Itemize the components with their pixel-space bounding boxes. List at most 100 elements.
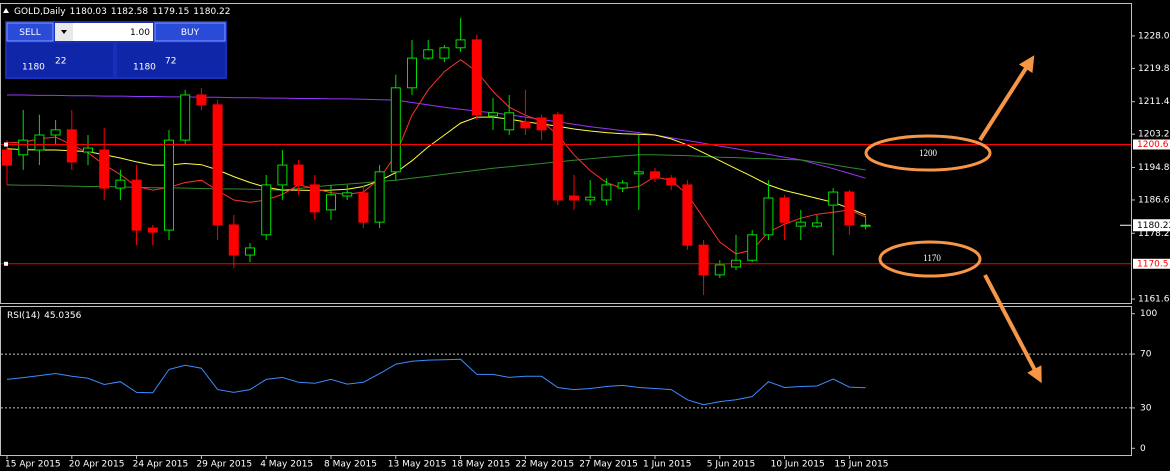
candle-body [180, 94, 191, 141]
candle-body [147, 227, 158, 233]
lot-input[interactable] [73, 23, 153, 41]
sell-button[interactable] [6, 22, 54, 42]
header-high: 1182.58 [111, 7, 148, 17]
candle-body [99, 149, 110, 189]
moving-average [6, 59, 866, 255]
y-tick-label: 70 [1140, 350, 1152, 360]
candle-body [828, 191, 839, 206]
buy-button[interactable] [154, 22, 226, 42]
candle-body [455, 39, 466, 49]
annotation: 1170 [923, 253, 941, 263]
annotation-ellipse [878, 240, 982, 278]
candle-body [779, 197, 790, 223]
y-tick-label: 100 [1140, 309, 1157, 319]
candle-body [18, 139, 29, 156]
candle-body [860, 224, 871, 227]
header: GOLD,Daily 1180.03 1182.58 1179.15 1180.22 [14, 7, 231, 17]
rsi-line [6, 358, 866, 406]
sell-label[interactable]: SELL [19, 28, 40, 38]
line-anchor [4, 261, 8, 266]
trade-panel: SELL 1.00 BUY 1180 22 1180 72 [5, 21, 227, 79]
candle-body [390, 87, 401, 173]
candle-body [326, 194, 336, 211]
line-label: 1200.6 [1137, 140, 1169, 150]
current-price: 1180.22 [1137, 221, 1170, 231]
y-tick-label: 1219.80 [1138, 64, 1170, 74]
header-close: 1180.22 [193, 7, 230, 17]
plot: 1228.00 1219.80 1211.40 1203.20 1194.80 1186.… [1, 18, 1170, 470]
candle-body [164, 139, 174, 231]
y-tick-label: 1194.80 [1138, 163, 1170, 173]
up-arrow [978, 55, 1035, 142]
candle-body [423, 49, 434, 59]
candle-body [66, 129, 77, 163]
candle-body [714, 264, 725, 276]
main-frame [0, 3, 1132, 304]
x-tick-label: 15 Jun 2015 [834, 460, 888, 470]
candle-body [682, 184, 693, 246]
y-tick-label: 1186.60 [1138, 195, 1170, 205]
ask-box[interactable] [117, 43, 225, 77]
candle-body [439, 47, 450, 59]
bid-box[interactable] [7, 43, 113, 77]
bid-small[interactable]: 22 [55, 57, 66, 67]
candle-body [261, 184, 272, 236]
moving-average [6, 116, 866, 216]
candle-body [358, 192, 369, 223]
ask-big[interactable]: 1180 [133, 63, 156, 73]
candle-body [569, 195, 579, 201]
candle-body [228, 224, 239, 256]
candle-body [293, 164, 304, 186]
x-tick-label: 5 Jun 2015 [707, 460, 755, 470]
candle-body [277, 164, 288, 186]
moving-average [7, 94, 866, 179]
candle-body [245, 247, 255, 256]
collapse-icon[interactable] [3, 8, 9, 13]
rsi-title: RSI(14) 45.0356 [7, 311, 82, 321]
x-tick-label: 15 Apr 2015 [5, 460, 61, 470]
candle-body [536, 117, 547, 131]
spinner-arrow [61, 30, 67, 34]
header-open: 1180.03 [70, 7, 107, 17]
y-tick-label: 0 [1140, 444, 1146, 454]
bid-big[interactable]: 1180 [22, 63, 45, 73]
candle-body [633, 171, 644, 175]
candle-body [309, 184, 320, 213]
candle-body [812, 222, 822, 227]
candle-body [488, 112, 498, 117]
candle-body [504, 112, 515, 131]
buy-label[interactable]: BUY [181, 28, 200, 38]
candle-body [617, 182, 628, 189]
candle-body [552, 114, 563, 201]
line-label: 1170.5 [1137, 259, 1169, 269]
x-tick-label: 27 May 2015 [579, 460, 638, 470]
candle-body [115, 179, 126, 189]
candle-body [131, 179, 142, 231]
annotation: 1200 [919, 148, 938, 158]
rsi-frame [0, 306, 1132, 456]
candle-body [650, 171, 660, 179]
candle-body [50, 129, 61, 136]
x-tick-label: 8 May 2015 [324, 460, 377, 470]
moving-average [6, 154, 866, 191]
candle-body [666, 177, 677, 186]
ask-small[interactable]: 72 [165, 57, 176, 67]
x-tick-label: 4 May 2015 [260, 460, 313, 470]
candle-body [844, 191, 855, 226]
candle-body [795, 221, 806, 227]
rsi-name: RSI(14) [7, 311, 40, 321]
y-tick-label: 1161.60 [1138, 295, 1170, 305]
lot-value[interactable]: 1.00 [130, 28, 150, 38]
candle-body [374, 171, 385, 223]
price-label-bg [1133, 219, 1170, 232]
candle-body [601, 184, 612, 201]
y-tick-label: 30 [1140, 403, 1152, 413]
candle-body [471, 39, 482, 116]
candle-body [196, 94, 207, 106]
candle-body [34, 134, 45, 151]
line-label-bg [1133, 258, 1170, 269]
candle-body [342, 192, 353, 197]
y-tick-label: 1228.00 [1138, 31, 1170, 41]
